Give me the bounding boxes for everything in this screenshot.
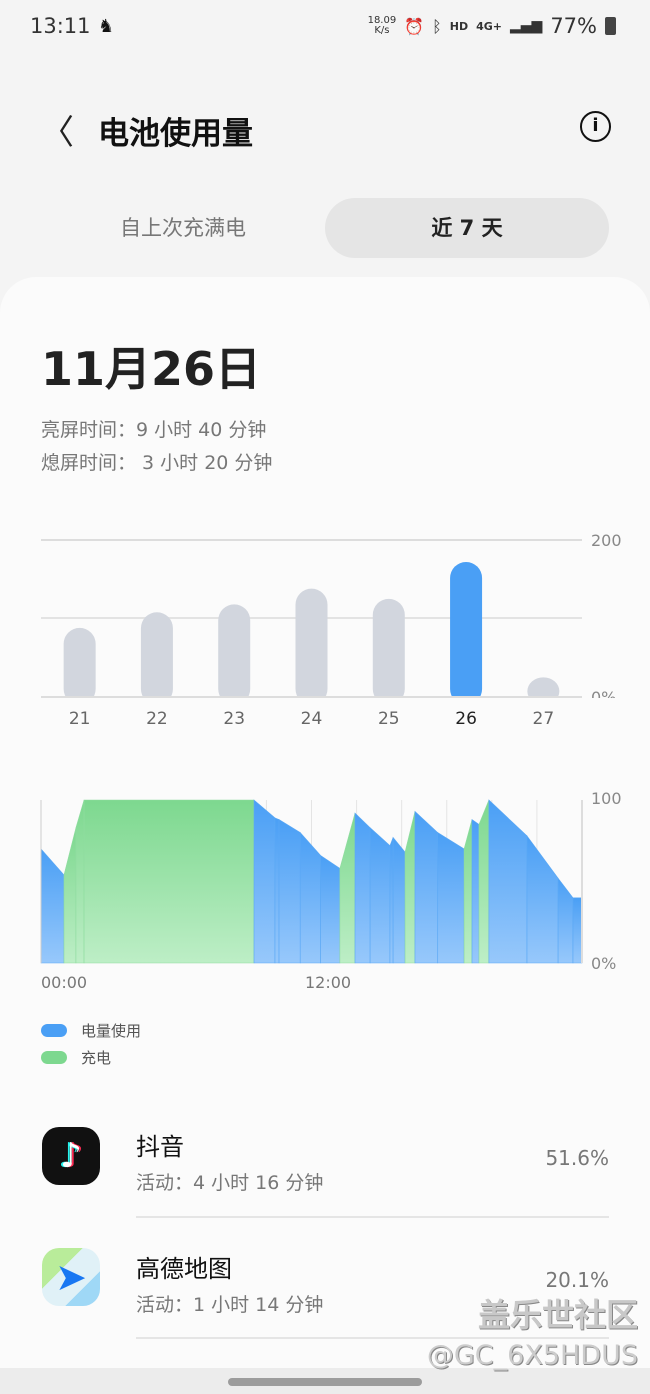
- usage-segment: [354, 812, 371, 964]
- x-tick-23: 23: [223, 709, 245, 729]
- tab-last-7-days[interactable]: 近 7 天: [325, 198, 609, 258]
- notification-icon: ♞: [98, 16, 115, 37]
- tiktok-icon: ♪: [42, 1127, 100, 1185]
- amap-icon: ➤: [42, 1248, 100, 1306]
- legend-swatch-usage: [41, 1024, 67, 1037]
- battery-percent: 77%: [550, 14, 597, 38]
- net-speed: 18.09 K/s: [368, 16, 397, 36]
- usage-segment: [414, 810, 439, 964]
- usage-segment: [274, 817, 280, 964]
- charging-segment: [478, 799, 490, 964]
- charging-segment: [339, 812, 356, 964]
- charging-segment: [63, 827, 77, 964]
- y-tick-top: 100: [591, 789, 622, 808]
- usage-segment: [278, 819, 301, 964]
- net-speed-value: 18.09: [367, 15, 397, 26]
- bar-day-23[interactable]: [218, 604, 251, 705]
- divider: [136, 1337, 609, 1339]
- x-tick-0000: 00:00: [41, 973, 87, 992]
- usage-segment: [437, 832, 465, 964]
- tab-since-full-charge[interactable]: 自上次充满电: [120, 216, 246, 240]
- bar-day-24[interactable]: [295, 588, 328, 705]
- bar-day-26[interactable]: [450, 561, 483, 705]
- x-tick-1200: 12:00: [305, 973, 351, 992]
- status-icons: 18.09 K/s ⏰ ᛒ HD 4G+ ▂▄▆ 77%: [368, 14, 616, 38]
- x-tick-21: 21: [69, 709, 91, 729]
- legend-usage: 电量使用: [41, 1020, 141, 1041]
- bluetooth-icon: ᛒ: [432, 16, 442, 36]
- signal-icon: ▂▄▆: [510, 18, 543, 34]
- battery-level-chart: 100 0% 00:00 12:00: [40, 789, 622, 992]
- screen-off-time: 熄屏时间： 3 小时 20 分钟: [41, 452, 273, 474]
- x-tick-24: 24: [301, 709, 323, 729]
- usage-segment: [299, 831, 321, 964]
- x-tick-27: 27: [533, 709, 555, 729]
- y-tick-top: 200: [591, 531, 622, 550]
- hd-icon: HD: [449, 19, 469, 33]
- x-tick-25: 25: [378, 709, 400, 729]
- legend-charging: 充电: [41, 1047, 111, 1068]
- app-percent: 20.1%: [545, 1268, 609, 1292]
- home-gesture-handle[interactable]: [228, 1378, 422, 1386]
- charging-segment: [83, 799, 255, 964]
- battery-icon: [605, 17, 616, 35]
- alarm-icon: ⏰: [404, 16, 425, 36]
- app-name: 抖音: [136, 1133, 184, 1161]
- bar-day-21[interactable]: [63, 627, 96, 705]
- app-name: 高德地图: [136, 1255, 232, 1283]
- back-button[interactable]: 〈: [40, 113, 74, 153]
- clock: 13:11: [30, 14, 91, 38]
- usage-segment: [40, 848, 65, 964]
- divider: [136, 1216, 609, 1218]
- charging-segment: [404, 811, 416, 964]
- legend-label-charging: 充电: [81, 1049, 112, 1067]
- x-tick-26: 26: [455, 709, 477, 729]
- usage-segment: [557, 877, 574, 964]
- net-speed-unit: K/s: [374, 25, 390, 36]
- watermark-logo: 盖乐世社区: [477, 1296, 638, 1334]
- usage-segment: [471, 818, 480, 964]
- app-activity: 活动：1 小时 14 分钟: [136, 1294, 324, 1316]
- usage-segment: [392, 836, 406, 964]
- status-bar: 13:11 ♞ 18.09 K/s ⏰ ᛒ HD 4G+ ▂▄▆ 77%: [0, 0, 650, 56]
- charging-segment: [463, 819, 473, 964]
- usage-segment: [369, 827, 391, 964]
- usage-segment: [320, 854, 341, 964]
- app-activity: 活动：4 小时 16 分钟: [136, 1172, 324, 1194]
- x-tick-22: 22: [146, 709, 168, 729]
- usage-segment: [488, 799, 528, 964]
- bar-baseline-mask: [0, 698, 650, 708]
- usage-segment: [389, 837, 394, 964]
- screen-on-time: 亮屏时间：9 小时 40 分钟: [41, 419, 267, 441]
- legend-label-usage: 电量使用: [81, 1022, 142, 1040]
- y-tick-bottom: 0%: [591, 954, 616, 973]
- bar-day-22[interactable]: [140, 612, 173, 705]
- selected-date: 11月26日: [41, 342, 262, 396]
- app-row-douyin[interactable]: ♪ 抖音 活动：4 小时 16 分钟 51.6%: [41, 1112, 609, 1234]
- charging-segment: [75, 799, 85, 964]
- daily-usage-bar-chart: 200 0% 21 22 23 24 25 26 27: [0, 531, 650, 729]
- info-button[interactable]: i: [580, 111, 611, 142]
- bar-day-25[interactable]: [372, 598, 405, 705]
- legend-swatch-charging: [41, 1051, 67, 1064]
- page-title: 电池使用量: [98, 116, 253, 152]
- watermark-user: @GC_6X5HDUS: [426, 1340, 638, 1371]
- usage-segment: [253, 799, 276, 964]
- app-percent: 51.6%: [545, 1146, 609, 1170]
- network-type: 4G+: [476, 19, 502, 33]
- usage-segment: [572, 897, 583, 964]
- usage-segment: [526, 834, 559, 964]
- app-row-amap[interactable]: ➤ 高德地图 活动：1 小时 14 分钟 20.1%: [41, 1234, 609, 1356]
